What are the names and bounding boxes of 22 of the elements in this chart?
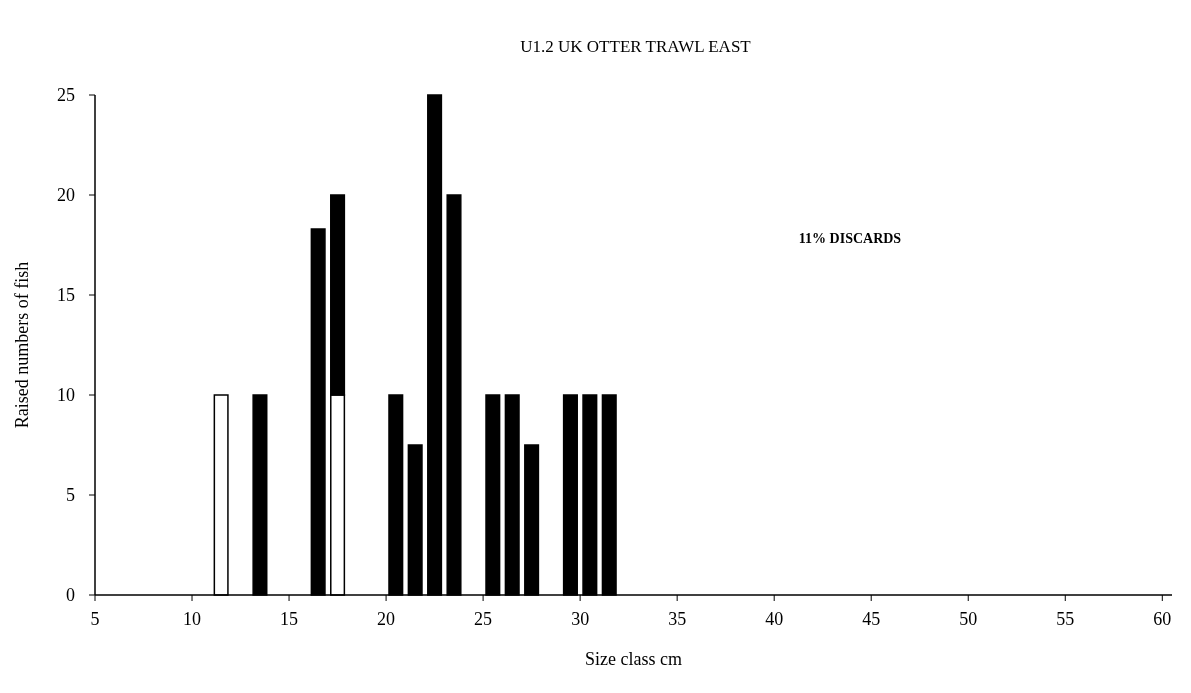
y-tick-label: 5: [66, 485, 75, 505]
x-axis-title: Size class cm: [585, 649, 682, 669]
x-tick-label: 40: [765, 609, 784, 629]
x-tick-label: 5: [90, 609, 100, 629]
x-tick-label: 45: [862, 609, 881, 629]
annotation: 11% DISCARDS: [798, 231, 902, 246]
y-tick-label: 15: [57, 285, 75, 305]
x-tick-label: 25: [474, 609, 493, 629]
x-tick-label: 20: [377, 609, 396, 629]
x-tick-label: 50: [959, 609, 978, 629]
x-tick-label: 15: [280, 609, 299, 629]
x-tick-label: 60: [1153, 609, 1172, 629]
x-tick-label: 55: [1056, 609, 1075, 629]
y-axis-title: Raised numbers of fish: [12, 261, 32, 429]
x-tick-label: 30: [571, 609, 590, 629]
y-tick-label: 0: [66, 585, 75, 605]
chart-title: U1.2 UK OTTER TRAWL EAST: [520, 37, 752, 56]
y-tick-label: 25: [57, 85, 75, 105]
x-tick-label: 10: [183, 609, 202, 629]
x-tick-label: 35: [668, 609, 687, 629]
y-tick-label: 10: [57, 385, 75, 405]
y-tick-label: 20: [57, 185, 75, 205]
